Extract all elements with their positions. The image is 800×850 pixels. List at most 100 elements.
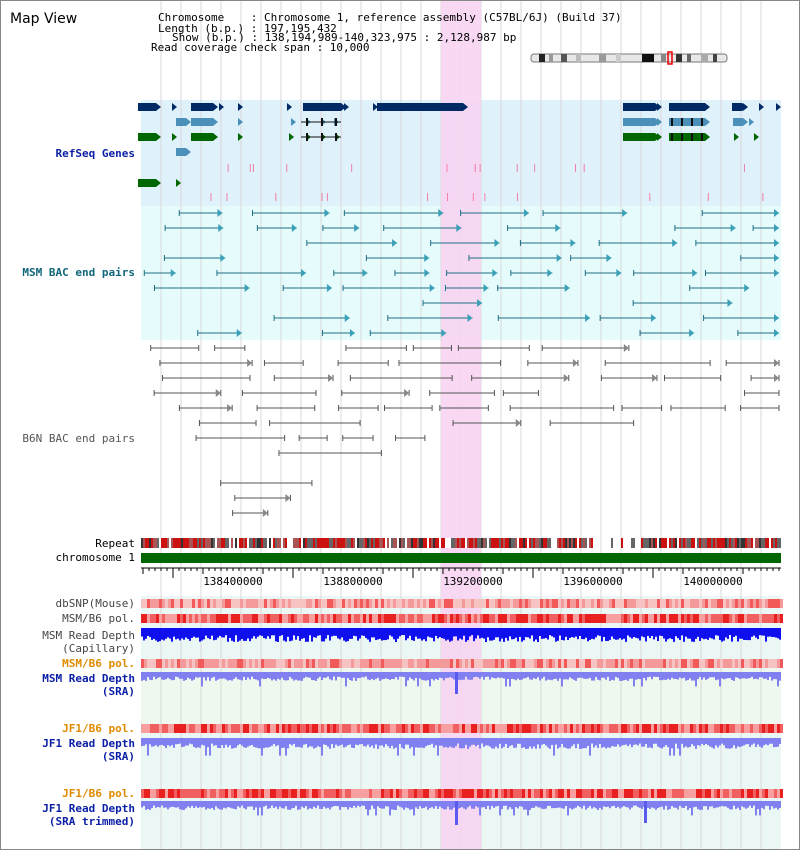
heat-cell: [345, 599, 348, 608]
track-label-msm-bac[interactable]: MSM BAC end pairs: [22, 266, 135, 279]
heat-cell: [324, 614, 327, 623]
heat-cell: [429, 614, 432, 623]
depth-bar: [513, 672, 515, 680]
track-label-jf1-depth-trimmed[interactable]: JF1 Read Depth: [42, 802, 135, 815]
heat-cell: [591, 724, 594, 733]
msm-bac-pairs[interactable]: [143, 209, 779, 337]
refseq-gene-glyphs[interactable]: [138, 103, 781, 201]
depth-bar: [721, 738, 723, 744]
heat-cell: [402, 789, 405, 798]
heat-cell: [279, 724, 282, 733]
depth-bar: [459, 738, 461, 749]
depth-bar: [175, 801, 177, 808]
depth-bar: [711, 628, 713, 639]
depth-bar: [153, 738, 155, 747]
track-label-jf1-b6-pol-2[interactable]: JF1/B6 pol.: [62, 787, 135, 800]
depth-bar: [445, 801, 447, 810]
heat-cell: [381, 599, 384, 608]
heat-cell: [213, 614, 216, 623]
heat-cell: [300, 599, 303, 608]
heat-cell: [261, 614, 264, 623]
depth-bar: [177, 738, 179, 745]
track-label-dbsnp[interactable]: dbSNP(Mouse): [55, 597, 135, 610]
depth-bar: [521, 738, 523, 748]
depth-bar: [313, 672, 315, 681]
heat-cell: [402, 659, 405, 668]
heat-cell: [336, 724, 339, 733]
heat-cell: [342, 724, 345, 733]
depth-bar: [587, 738, 589, 746]
heat-cell: [471, 789, 474, 798]
heat-cell: [192, 724, 195, 733]
heat-cell: [591, 614, 594, 623]
heat-cell: [201, 659, 204, 668]
depth-bar: [525, 628, 527, 638]
msm-pair-arrow: [616, 269, 622, 277]
depth-bar: [207, 738, 209, 748]
heat-cell: [552, 599, 555, 608]
depth-bar: [539, 738, 541, 749]
depth-bar: [685, 672, 687, 681]
heat-cell: [246, 659, 249, 668]
depth-bar: [655, 628, 657, 637]
selection-highlight[interactable]: [441, 1, 481, 849]
depth-bar: [505, 801, 507, 806]
depth-bar: [397, 738, 399, 756]
heat-cell: [234, 599, 237, 608]
depth-bar: [447, 672, 449, 678]
depth-bar: [627, 801, 629, 808]
repeat-segment: [711, 538, 713, 548]
depth-bar: [735, 801, 737, 809]
track-label-refseq[interactable]: RefSeq Genes: [55, 147, 135, 160]
heat-cell: [168, 599, 171, 608]
depth-bar: [375, 672, 377, 679]
repeat-segment: [745, 538, 747, 548]
heat-cell: [333, 599, 336, 608]
heat-cell: [657, 599, 660, 608]
track-label-b6n-bac[interactable]: B6N BAC end pairs: [22, 432, 135, 445]
depth-bar: [621, 628, 623, 640]
track-label-msm-b6-pol-1[interactable]: MSM/B6 pol.: [62, 612, 135, 625]
track-label-msm-depth-capillary[interactable]: MSM Read Depth: [42, 629, 135, 642]
track-label-jf1-depth-sra[interactable]: JF1 Read Depth: [42, 737, 135, 750]
heat-cell: [699, 659, 702, 668]
track-label-chromosome[interactable]: chromosome 1: [55, 551, 135, 564]
b6n-bac-pairs[interactable]: [150, 344, 780, 517]
repeat-segment: [537, 538, 539, 548]
heat-cell: [615, 659, 618, 668]
track-label-jf1-b6-pol-1[interactable]: JF1/B6 pol.: [62, 722, 135, 735]
heat-cell: [435, 789, 438, 798]
heat-cell: [684, 789, 687, 798]
depth-bar: [225, 801, 227, 809]
repeat-segment: [541, 538, 543, 548]
depth-bar: [311, 672, 313, 681]
depth-bar: [551, 801, 553, 809]
track-label-repeat[interactable]: Repeat: [95, 537, 135, 550]
heat-cell: [630, 614, 633, 623]
chromosome-ideogram[interactable]: [530, 51, 728, 65]
depth-bar: [589, 738, 591, 756]
depth-bar: [397, 801, 399, 806]
heat-cell: [342, 614, 345, 623]
heat-cell: [447, 659, 450, 668]
track-label-msm-b6-pol-2[interactable]: MSM/B6 pol.: [62, 657, 135, 670]
depth-bar: [511, 672, 513, 679]
repeat-segment: [655, 538, 657, 548]
heat-cell: [147, 724, 150, 733]
gene-arrow: [186, 148, 191, 156]
heat-cell: [189, 599, 192, 608]
depth-bar: [201, 738, 203, 745]
heat-cell: [711, 659, 714, 668]
depth-bar: [603, 801, 605, 807]
depth-bar: [197, 801, 199, 808]
depth-bar: [283, 628, 285, 641]
heat-cell: [228, 659, 231, 668]
track-label-msm-depth-sra[interactable]: MSM Read Depth: [42, 672, 135, 685]
heat-cell: [327, 789, 330, 798]
repeat-segment: [393, 538, 395, 548]
repeat-segment: [741, 538, 743, 548]
depth-bar: [441, 672, 443, 679]
heat-cell: [282, 659, 285, 668]
heat-cell: [645, 659, 648, 668]
